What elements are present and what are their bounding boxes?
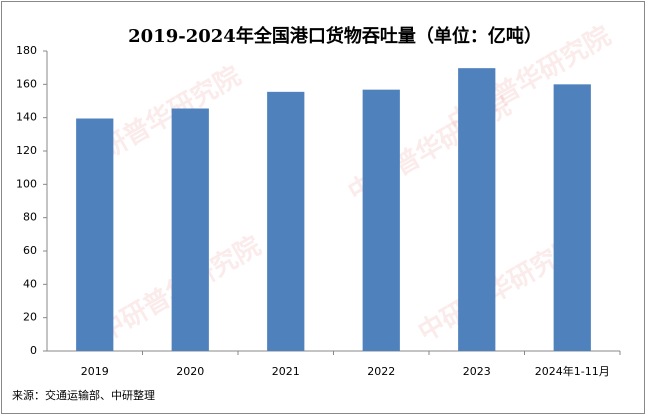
x-tick-label: 2023 — [463, 365, 491, 378]
y-tick-label: 180 — [16, 44, 37, 57]
x-tick-label: 2020 — [176, 365, 204, 378]
x-tick-label: 2019 — [81, 365, 109, 378]
x-tick-label: 2024年1-11月 — [535, 364, 610, 378]
y-tick-label: 120 — [16, 144, 37, 157]
y-tick-label: 40 — [23, 277, 37, 290]
bar — [458, 68, 496, 352]
chart-title: 2019-2024年全国港口货物吞吐量（单位：亿吨） — [128, 25, 542, 47]
y-tick-label: 20 — [23, 311, 37, 324]
bar — [171, 108, 209, 351]
bar — [553, 84, 591, 351]
y-tick-label: 160 — [16, 77, 37, 90]
x-tick-label: 2022 — [367, 365, 395, 378]
y-tick-label: 100 — [16, 177, 37, 190]
bar — [362, 89, 400, 352]
y-tick-label: 140 — [16, 111, 37, 124]
y-tick-label: 0 — [30, 344, 37, 357]
y-tick-label: 80 — [23, 211, 37, 224]
y-tick-label: 60 — [23, 244, 37, 257]
x-tick-label: 2021 — [272, 365, 300, 378]
source-note: 来源：交通运输部、中研整理 — [12, 388, 155, 402]
bar — [267, 91, 305, 351]
bar — [76, 118, 114, 351]
